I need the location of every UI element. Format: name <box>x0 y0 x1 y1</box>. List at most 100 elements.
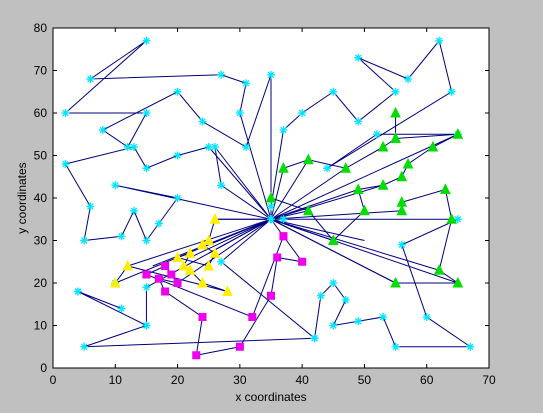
cyan-star-point <box>142 321 151 330</box>
green-triangle-point <box>452 276 464 288</box>
cyan-star-point <box>61 109 70 117</box>
hub-spoke-line <box>270 210 402 220</box>
cyan-star-point <box>80 236 89 245</box>
cyan-star-point <box>173 151 182 160</box>
magenta-square-point <box>167 270 176 279</box>
cyan-star-point <box>154 219 163 228</box>
cyan-star-point <box>173 194 182 202</box>
cyan-star-point <box>391 87 400 96</box>
cyan-tour-line <box>64 39 472 348</box>
cyan-star-point <box>372 130 381 139</box>
yellow-triangle-point <box>197 238 208 250</box>
green-triangle-point <box>396 170 408 182</box>
cyan-star-point <box>279 215 288 224</box>
yellow-triangle-point <box>109 276 121 288</box>
cyan-star-point <box>117 304 126 313</box>
x-tick-label: 10 <box>109 373 123 387</box>
cyan-star-point <box>279 126 288 134</box>
magenta-square-point <box>248 313 257 321</box>
yellow-triangle-point <box>197 276 208 288</box>
yellow-triangle-point <box>203 234 215 245</box>
cyan-star-point <box>142 36 151 45</box>
y-axis-label: y coordinates <box>15 162 29 233</box>
green-triangle-point <box>340 162 352 173</box>
magenta-square-point <box>267 291 275 300</box>
green-triangle-point <box>433 264 445 275</box>
x-tick-label: 0 <box>50 373 57 387</box>
cyan-star-point <box>117 232 126 241</box>
green-triangle-point <box>303 204 314 216</box>
magenta-square-point <box>235 342 244 351</box>
y-tick-label: 30 <box>34 234 48 248</box>
cyan-star-point <box>329 321 338 330</box>
cyan-star-point <box>210 143 219 151</box>
cyan-star-point <box>341 296 350 304</box>
cyan-star-point <box>173 87 182 96</box>
cyan-star-point <box>217 70 226 79</box>
x-tick-label: 70 <box>482 373 496 387</box>
green-triangle-point <box>396 204 408 216</box>
yellow-triangle-point <box>122 259 134 271</box>
green-triangle-point <box>352 183 364 194</box>
cyan-star-point <box>86 202 95 211</box>
y-tick-label: 60 <box>34 106 48 120</box>
cyan-star-point <box>142 109 151 117</box>
green-triangle-point <box>390 276 401 288</box>
cyan-star-point <box>453 215 462 224</box>
magenta-square-point <box>161 287 170 296</box>
cyan-star-point <box>80 342 89 351</box>
cyan-star-point <box>242 79 251 88</box>
hub-spoke-line <box>270 218 365 241</box>
cyan-star-point <box>354 117 363 126</box>
yellow-triangle-point <box>184 264 196 275</box>
cyan-star-point <box>142 236 151 245</box>
cyan-star-point <box>198 117 207 126</box>
green-triangle-point <box>278 162 289 173</box>
yellow-triangle-point <box>178 259 190 271</box>
cyan-star-point <box>298 109 307 117</box>
green-triangle-point <box>377 179 389 190</box>
x-tick-label: 40 <box>295 373 309 387</box>
cyan-star-point <box>422 313 431 321</box>
yellow-triangle-point <box>209 213 221 224</box>
cyan-star-point <box>142 283 151 292</box>
y-tick-label: 50 <box>34 149 48 163</box>
cyan-star-point <box>111 181 120 190</box>
y-tick-label: 80 <box>34 21 48 35</box>
y-tick-label: 40 <box>34 191 48 205</box>
hub-spoke-line <box>127 218 272 267</box>
route-markers <box>61 36 475 360</box>
hub-spoke-line <box>270 184 384 220</box>
hub-spoke-line <box>270 159 309 220</box>
cyan-star-point <box>397 240 406 249</box>
x-tick-label: 50 <box>358 373 372 387</box>
cyan-star-point <box>217 181 226 190</box>
magenta-square-point <box>154 274 163 283</box>
magenta-square-point <box>192 351 201 360</box>
yellow-triangle-point <box>203 259 215 271</box>
green-triangle-point <box>265 191 277 203</box>
green-triangle-point <box>359 204 370 216</box>
yellow-triangle-point <box>172 251 183 262</box>
hub-spoke-line <box>270 218 459 284</box>
hub-spoke-line <box>208 218 272 254</box>
cyan-star-point <box>323 164 332 173</box>
y-tick-label: 20 <box>34 276 48 290</box>
cyan-star-point <box>142 164 151 173</box>
green-triangle-point <box>377 140 389 152</box>
cyan-star-point <box>435 36 444 45</box>
cyan-star-point <box>447 87 456 96</box>
cyan-star-point <box>61 160 70 168</box>
cyan-star-point <box>329 279 338 287</box>
cyan-star-point <box>235 109 244 117</box>
yellow-triangle-point <box>222 285 233 296</box>
x-tick-label: 20 <box>171 373 185 387</box>
magenta-square-point <box>198 313 207 321</box>
magenta-square-point <box>142 270 151 279</box>
cyan-star-point <box>329 87 338 96</box>
cyan-star-point <box>217 257 226 266</box>
green-triangle-point <box>390 106 401 118</box>
axis-ticks: 0 10 20 30 40 50 60 70 0 10 20 30 40 50 60 70 80 <box>34 21 496 387</box>
